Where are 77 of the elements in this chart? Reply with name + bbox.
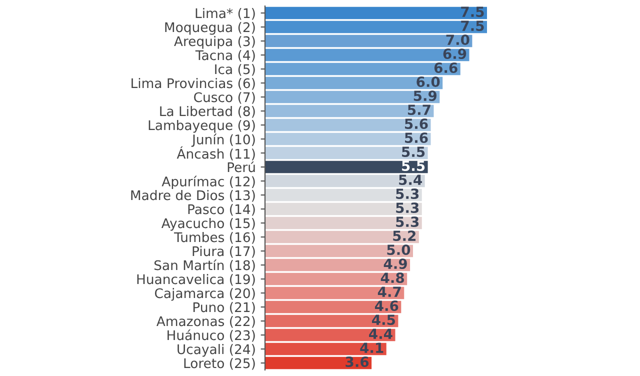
data-label: 4.7 [378, 286, 401, 297]
bar [265, 160, 428, 174]
data-label: 5.3 [396, 216, 419, 228]
data-label: 4.9 [384, 258, 407, 270]
y-tick-label: Huancavelica (19) [137, 274, 255, 286]
bar [265, 272, 408, 286]
data-label: 3.6 [346, 356, 369, 368]
y-tick-label: Junín (10) [191, 134, 255, 147]
bar [265, 104, 434, 118]
data-label: 7.0 [446, 34, 470, 46]
bar [265, 6, 487, 20]
bar [265, 118, 431, 132]
bar [265, 48, 470, 62]
y-tick-label: Moquegua (2) [165, 22, 255, 35]
data-label: 7.5 [461, 20, 484, 32]
bar [265, 62, 460, 76]
bar [265, 188, 422, 202]
data-label: 5.3 [396, 202, 419, 214]
bar [265, 146, 428, 160]
data-label: 5.2 [393, 230, 416, 242]
y-tick-label: Cajamarca (20) [154, 288, 255, 301]
data-label: 5.6 [405, 118, 428, 130]
bar [265, 314, 398, 328]
y-tick-label: San Martín (18) [154, 259, 255, 272]
bar [265, 132, 431, 146]
bar [265, 230, 419, 244]
y-tick-label: Lima Provincias (6) [132, 78, 255, 90]
data-label: 4.5 [372, 314, 396, 326]
data-label: 5.5 [402, 160, 425, 172]
bar [265, 216, 422, 230]
y-tick-label: Ucayali (24) [178, 344, 255, 357]
bar [265, 174, 425, 188]
data-label: 4.6 [374, 300, 398, 312]
y-tick-label: Áncash (11) [176, 146, 255, 160]
data-label: 5.0 [387, 244, 410, 256]
data-label: 5.4 [399, 174, 422, 186]
data-label: 4.1 [360, 342, 384, 353]
y-tick-label: Tumbes (16) [174, 232, 255, 244]
bar [265, 90, 440, 104]
y-tick-label: Lambayeque (9) [148, 120, 255, 133]
bar [265, 342, 386, 356]
data-label: 6.0 [416, 76, 440, 88]
bar [265, 258, 410, 272]
y-tick-label: Arequipa (3) [174, 36, 255, 49]
bar [265, 34, 472, 48]
bar [265, 20, 487, 34]
data-label: 6.9 [443, 48, 466, 60]
bar [265, 286, 404, 300]
bar [265, 328, 396, 342]
y-tick-label: Tacna (4) [195, 50, 255, 62]
data-label: 6.6 [434, 62, 458, 74]
y-tick-label: Perú [228, 161, 255, 172]
bar [265, 76, 443, 90]
y-tick-label: Madre de Dios (13) [131, 190, 255, 202]
y-tick-label: Ayacucho (15) [161, 218, 255, 231]
data-label: 4.4 [369, 328, 392, 339]
data-label: 5.3 [396, 188, 419, 200]
y-tick-label: Apurímac (12) [162, 176, 255, 190]
data-label: 5.6 [405, 132, 428, 144]
y-tick-label: Huánuco (23) [168, 329, 255, 342]
bar [265, 202, 422, 216]
y-tick-label: Cusco (7) [194, 92, 255, 104]
y-tick-label: Puno (21) [193, 302, 255, 314]
data-label: 4.8 [380, 272, 404, 284]
bar [265, 244, 413, 258]
y-tick-label: La Libertad (8) [160, 106, 255, 118]
y-tick-label: Pasco (14) [188, 204, 255, 216]
data-label: 5.7 [408, 104, 430, 116]
y-tick-label: Amazonas (22) [156, 316, 255, 328]
data-label: 5.9 [414, 90, 437, 102]
data-label: 5.5 [402, 146, 425, 158]
bar [265, 300, 402, 314]
y-tick-label: Piura (17) [192, 246, 255, 258]
y-tick-label: Ica (5) [215, 64, 255, 76]
y-tick-label: Loreto (25) [184, 358, 255, 370]
data-label: 7.5 [461, 6, 484, 18]
y-tick-label: Lima* (1) [196, 8, 255, 20]
